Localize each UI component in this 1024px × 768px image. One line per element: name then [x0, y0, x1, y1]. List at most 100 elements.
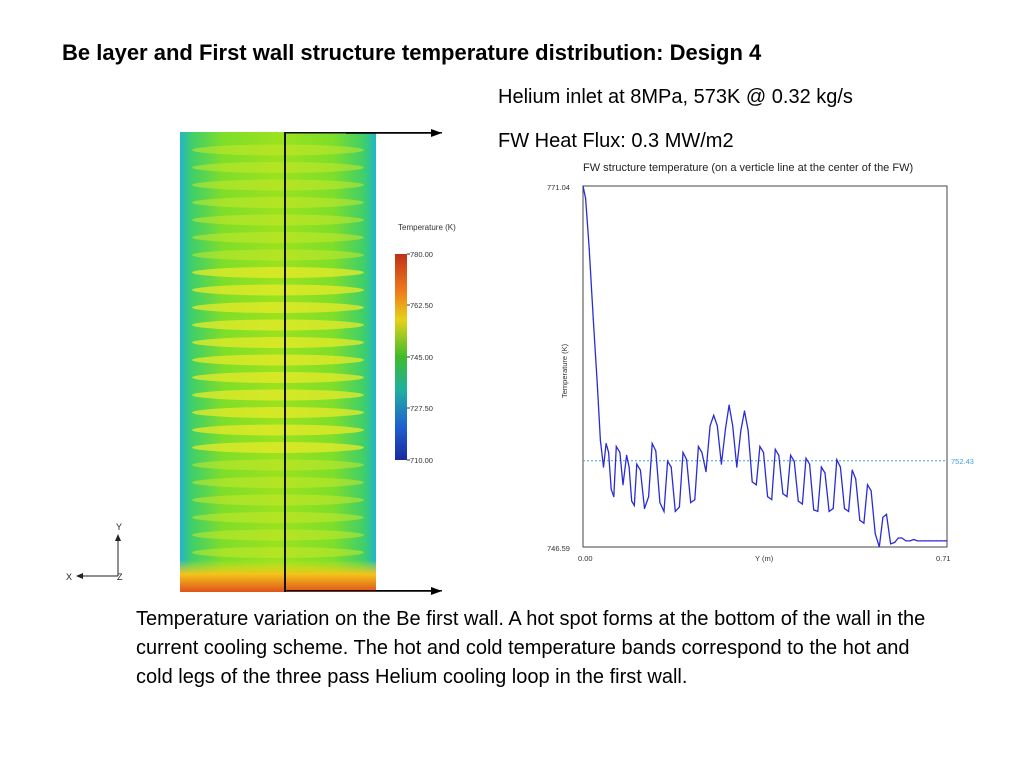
data-point — [894, 541, 896, 543]
data-point — [610, 488, 612, 490]
data-point — [924, 540, 927, 542]
y-tick-bottom: 746.59 — [547, 544, 570, 553]
data-point — [940, 540, 942, 542]
series-line — [582, 185, 947, 548]
data-point — [851, 469, 853, 471]
data-point — [588, 248, 590, 250]
data-point — [728, 404, 730, 406]
data-point — [855, 478, 857, 480]
contour-band — [192, 197, 364, 208]
data-point — [724, 428, 727, 430]
data-point — [771, 499, 773, 501]
data-point — [751, 481, 753, 483]
contour-band — [192, 477, 364, 488]
data-point — [697, 445, 699, 448]
y-tick-top: 771.04 — [547, 183, 570, 192]
legend-colorbar — [395, 254, 407, 460]
data-point — [778, 454, 780, 456]
data-point — [882, 516, 884, 518]
contour-band — [192, 284, 364, 296]
data-point — [832, 507, 834, 510]
data-point — [743, 410, 746, 412]
data-point — [782, 493, 784, 495]
data-point — [920, 540, 922, 542]
contour-band — [192, 459, 364, 471]
data-point — [599, 439, 601, 442]
bottom-arrow — [376, 587, 442, 595]
contour-band — [192, 424, 364, 436]
data-point — [848, 510, 850, 512]
temperature-contour-plot: Temperature (K) 780.00 762.50 745.00 727… — [66, 129, 456, 595]
data-point — [874, 533, 876, 535]
data-point — [631, 500, 633, 502]
contour-band — [192, 319, 364, 331]
contour-band — [192, 179, 364, 191]
data-point — [643, 507, 646, 510]
data-point — [943, 540, 945, 542]
data-point — [813, 509, 815, 511]
data-point — [817, 510, 819, 512]
data-point — [713, 414, 715, 416]
wall-contour — [180, 132, 442, 592]
data-point — [820, 466, 822, 468]
slide-title: Be layer and First wall structure temper… — [62, 40, 762, 65]
series-points — [582, 185, 948, 548]
data-point — [755, 484, 757, 486]
helium-inlet-text: Helium inlet at 8MPa, 573K @ 0.32 kg/s — [498, 86, 853, 108]
data-point — [602, 466, 605, 468]
data-point — [928, 540, 930, 542]
data-point — [682, 451, 684, 453]
legend-tick-745: 745.00 — [410, 353, 433, 362]
contour-band — [192, 267, 364, 278]
data-point — [801, 503, 803, 505]
data-point — [648, 496, 650, 498]
legend-tick-762: 762.50 — [410, 301, 433, 310]
data-point — [663, 510, 665, 512]
data-point — [946, 540, 948, 542]
probe-bottom-edge — [284, 590, 442, 592]
data-point — [636, 463, 638, 465]
data-point — [686, 459, 688, 461]
data-point — [694, 499, 696, 501]
data-point — [890, 543, 892, 545]
x-tick-right: 0.71 — [936, 554, 951, 563]
data-point — [909, 540, 911, 542]
data-point — [720, 463, 722, 465]
contour-band — [192, 442, 364, 453]
data-point — [936, 540, 938, 542]
data-point — [901, 537, 903, 539]
data-point — [866, 484, 869, 486]
data-point — [762, 451, 765, 453]
contour-band — [192, 354, 364, 366]
data-point — [870, 490, 872, 492]
caption-text: Temperature variation on the Be first wa… — [136, 608, 926, 688]
axis-x-label: X — [66, 572, 72, 582]
contour-band — [192, 389, 364, 401]
data-point — [701, 451, 703, 453]
data-point — [793, 460, 795, 462]
contour-band — [192, 372, 364, 383]
data-point — [605, 442, 607, 445]
data-point — [596, 385, 598, 387]
contour-band — [192, 529, 364, 541]
data-point — [836, 459, 838, 461]
contour-band — [192, 512, 364, 523]
data-point — [592, 318, 594, 321]
mean-line-label: 752.43 — [951, 457, 974, 466]
data-point — [885, 513, 888, 515]
data-point — [878, 546, 880, 548]
data-point — [716, 425, 718, 427]
top-arrow — [346, 129, 442, 137]
contour-band — [192, 232, 364, 243]
data-point — [674, 510, 676, 512]
legend-title: Temperature (K) — [398, 223, 456, 232]
contour-band — [192, 547, 364, 558]
legend-tick-727: 727.50 — [410, 404, 433, 413]
contour-band — [192, 302, 364, 313]
heat-flux-text: FW Heat Flux: 0.3 MW/m2 — [498, 130, 734, 152]
data-point — [767, 496, 769, 498]
data-point — [639, 469, 641, 471]
data-point — [859, 519, 861, 521]
probe-line-left — [284, 132, 286, 592]
legend-tick-710: 710.00 — [410, 456, 433, 465]
